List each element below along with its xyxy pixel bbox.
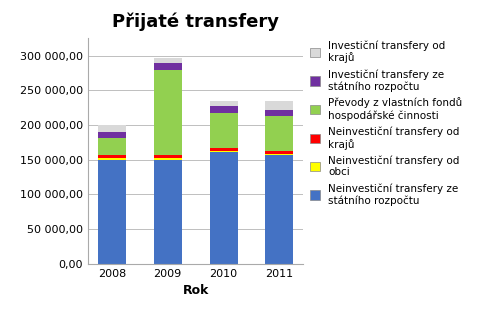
Bar	[265, 154, 293, 155]
Bar	[153, 70, 181, 155]
Bar	[153, 63, 181, 70]
Bar	[209, 106, 237, 113]
Bar	[98, 155, 125, 158]
Legend: Investiční transfery od
krajů, Investiční transfery ze
státního rozpočtu, Převod: Investiční transfery od krajů, Investičn…	[307, 38, 464, 208]
Bar	[209, 152, 237, 264]
Bar	[265, 116, 293, 151]
Bar	[265, 155, 293, 264]
Bar	[98, 132, 125, 137]
Bar	[153, 158, 181, 160]
Bar	[153, 155, 181, 158]
Bar	[209, 113, 237, 148]
Bar	[98, 137, 125, 155]
Bar	[209, 151, 237, 152]
X-axis label: Rok: Rok	[182, 284, 208, 297]
Bar	[98, 160, 125, 264]
Title: Přijaté transfery: Přijaté transfery	[112, 12, 279, 31]
Bar	[98, 125, 125, 132]
Bar	[153, 160, 181, 264]
Bar	[153, 58, 181, 63]
Bar	[209, 148, 237, 151]
Bar	[265, 110, 293, 116]
Bar	[98, 158, 125, 160]
Bar	[209, 101, 237, 106]
Bar	[265, 101, 293, 110]
Bar	[265, 151, 293, 154]
